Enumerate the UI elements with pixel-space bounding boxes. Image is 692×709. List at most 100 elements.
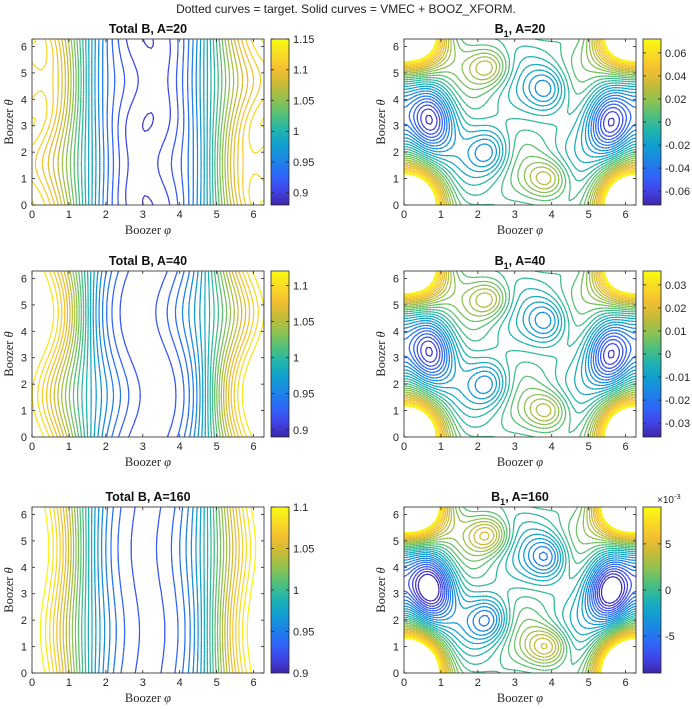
contour-set	[404, 39, 636, 205]
y-tick-label: 5	[21, 68, 27, 80]
contour-target-dotted	[404, 271, 636, 437]
y-tick-label: 5	[21, 300, 27, 312]
contour-target-dotted	[404, 561, 636, 616]
x-tick-label: 3	[140, 209, 146, 221]
contour-target-dotted	[404, 311, 636, 395]
contour-target-dotted	[404, 533, 636, 645]
x-tick-label: 3	[512, 677, 518, 689]
x-tick-label: 3	[140, 441, 146, 453]
axes-box	[403, 38, 637, 206]
x-tick-label: 5	[586, 209, 592, 221]
contour-target-dotted	[404, 507, 636, 673]
colorbar-tick-label: 0.02	[665, 303, 686, 315]
colorbar-tick-label: 0.95	[293, 389, 314, 401]
contour-target-dotted	[77, 507, 219, 673]
colorbar-tick-label: -0.06	[665, 186, 690, 198]
x-tick-label: 0	[29, 441, 35, 453]
contour-target-dotted	[404, 271, 636, 437]
contour-target-dotted	[59, 507, 237, 673]
contour-target-dotted	[68, 507, 228, 673]
contour-target-dotted	[89, 271, 207, 437]
y-tick-label: 5	[393, 300, 399, 312]
contour-target-dotted	[90, 507, 206, 673]
colorbar-tick-label: 5	[665, 539, 671, 551]
contour-target-dotted	[81, 271, 215, 437]
contour-target-dotted	[73, 39, 223, 205]
contour-target-dotted	[68, 271, 228, 437]
contour-target-dotted	[404, 306, 636, 400]
y-tick-label: 1	[21, 174, 27, 186]
y-axis-label: Boozer θ	[2, 99, 16, 144]
contour-target-dotted	[404, 271, 636, 437]
contour-target-dotted	[117, 507, 179, 673]
colorbar-tick-label: -0.02	[665, 395, 690, 407]
contour-target-dotted	[404, 39, 636, 205]
plot-area	[32, 39, 264, 205]
x-tick-label: 1	[66, 677, 72, 689]
contour-target-dotted	[404, 537, 636, 640]
y-tick-label: 4	[393, 94, 399, 106]
x-tick-label: 6	[622, 209, 628, 221]
colorbar-tick-label: 0.9	[293, 188, 308, 200]
colorbar-tick-label: -5	[665, 631, 675, 643]
colorbar-tick-label: 0	[665, 117, 671, 129]
subplot-title: B1, A=40	[495, 254, 546, 271]
contour-target-dotted	[65, 39, 231, 205]
contour-target-dotted	[404, 39, 636, 205]
contour-target-dotted	[41, 271, 255, 437]
x-tick-label: 3	[512, 209, 518, 221]
contour-target-dotted	[119, 271, 177, 437]
contour-target-dotted	[404, 271, 636, 437]
contour-target-dotted	[117, 39, 179, 205]
contour-target-dotted	[425, 114, 615, 127]
y-tick-label: 2	[393, 379, 399, 391]
subplot-p5: 0 1 2 3 4 5 6 0 1 2 3 4 5 6 Total B, A=160 Boozer φ Booz…	[2, 490, 314, 705]
contour-target-dotted	[404, 507, 636, 673]
contour-target-dotted	[404, 271, 636, 437]
subplot-title: Total B, A=40	[109, 254, 187, 268]
y-tick-label: 0	[21, 432, 27, 444]
colorbar-tick-label: 0.04	[665, 71, 686, 83]
contour-target-dotted	[110, 507, 186, 673]
figure-suptitle: Dotted curves = target. Solid curves = V…	[176, 2, 516, 16]
contour-target-dotted	[87, 507, 209, 673]
contour-target-dotted	[404, 271, 636, 437]
contour-target-dotted	[404, 39, 636, 205]
y-tick-label: 3	[21, 589, 27, 601]
x-tick-label: 3	[140, 677, 146, 689]
contour-target-dotted	[56, 507, 240, 673]
y-tick-label: 2	[21, 147, 27, 159]
contour-target-dotted	[44, 507, 252, 673]
contour-target-dotted	[404, 45, 636, 196]
contour-target-dotted	[413, 333, 628, 373]
x-tick-label: 4	[549, 209, 555, 221]
contour-target-dotted	[404, 507, 636, 673]
contour-target-dotted	[404, 271, 636, 437]
contour-target-dotted	[62, 507, 234, 673]
contour-target-dotted	[98, 271, 198, 437]
y-tick-label: 2	[21, 615, 27, 627]
contour-target-dotted	[404, 39, 636, 205]
contour-target-dotted	[101, 271, 195, 437]
y-tick-label: 3	[21, 121, 27, 133]
x-tick-label: 5	[214, 441, 220, 453]
contour-target-dotted	[404, 507, 636, 673]
contour-set	[39, 507, 257, 673]
contour-target-dotted	[404, 507, 636, 673]
axes-box	[31, 506, 265, 674]
contour-target-dotted	[77, 39, 219, 205]
y-tick-label: 1	[393, 642, 399, 654]
contour-target-dotted	[111, 271, 185, 437]
y-axis-label: Boozer θ	[2, 331, 16, 376]
contour-target-dotted	[404, 507, 636, 673]
x-tick-label: 4	[177, 677, 183, 689]
contour-target-dotted	[111, 39, 185, 205]
colorbar-tick-label: 0	[665, 349, 671, 361]
contour-target-dotted	[416, 336, 624, 370]
contour-target-dotted	[97, 507, 199, 673]
y-tick-label: 5	[393, 536, 399, 548]
contour-target-dotted	[61, 271, 235, 437]
contour-target-dotted	[57, 271, 239, 437]
contour-target-dotted	[404, 507, 636, 673]
colorbar-tick-label: 1	[293, 126, 299, 138]
